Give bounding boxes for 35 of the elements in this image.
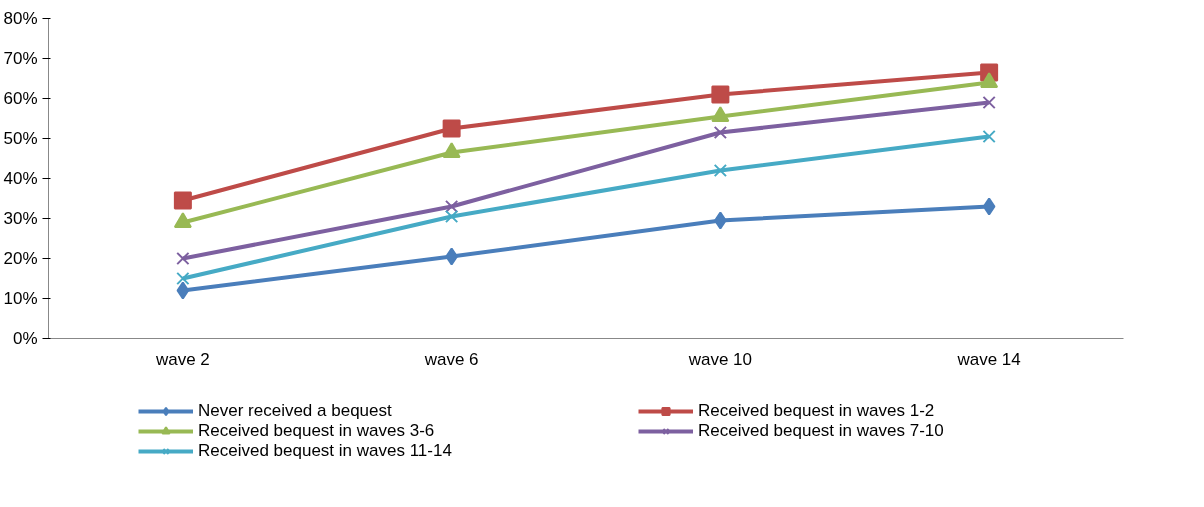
point bbox=[173, 212, 192, 229]
point bbox=[982, 95, 996, 110]
y-tick-label: 10% bbox=[3, 289, 38, 308]
point bbox=[176, 251, 190, 266]
legend-label: Received bequest in waves 7-10 bbox=[698, 421, 945, 441]
y-tick-label: 80% bbox=[3, 9, 38, 28]
y-tick-label: 20% bbox=[3, 249, 38, 268]
point bbox=[176, 271, 190, 286]
y-tick-label: 0% bbox=[12, 329, 38, 348]
y-tick-label: 60% bbox=[3, 89, 38, 108]
x-tick-label: wave 6 bbox=[423, 349, 479, 369]
x-tick-label: wave 2 bbox=[154, 349, 210, 369]
x-tick-label: wave 10 bbox=[687, 349, 753, 369]
x-tick-label: wave 14 bbox=[956, 349, 1021, 369]
point bbox=[444, 199, 459, 214]
point bbox=[442, 142, 461, 159]
y-tick-label: 50% bbox=[3, 129, 38, 148]
y-tick-label: 70% bbox=[3, 49, 38, 68]
legend-label: Received bequest in waves 3-6 bbox=[198, 421, 436, 441]
point bbox=[444, 209, 459, 224]
point bbox=[980, 72, 999, 89]
legend-label: Received bequest in waves 11-14 bbox=[198, 441, 453, 461]
point bbox=[176, 281, 190, 300]
point bbox=[173, 191, 192, 210]
point bbox=[713, 125, 728, 140]
point bbox=[713, 163, 728, 178]
legend-label: Never received a bequest bbox=[198, 401, 393, 421]
y-tick-label: 40% bbox=[3, 169, 38, 188]
legend-label: Received bequest in waves 1-2 bbox=[698, 401, 936, 421]
point bbox=[711, 85, 730, 104]
y-tick-label: 30% bbox=[3, 209, 38, 228]
point bbox=[982, 197, 996, 216]
point bbox=[982, 129, 996, 144]
point bbox=[442, 119, 461, 138]
point bbox=[711, 106, 730, 123]
